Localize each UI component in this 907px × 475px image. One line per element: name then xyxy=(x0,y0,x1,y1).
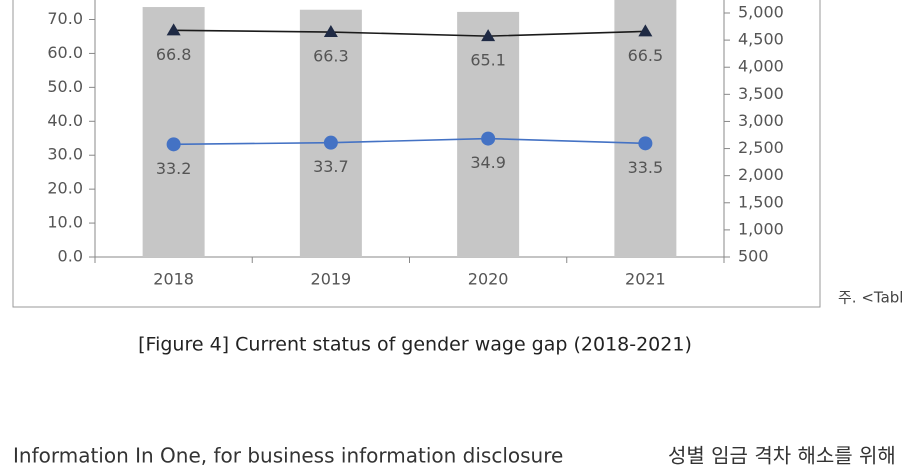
y-tick-label: 0.0 xyxy=(58,247,83,266)
y2-tick-label: 3,000 xyxy=(738,111,784,130)
data-label: 33.7 xyxy=(313,157,349,176)
x-tick-label: 2021 xyxy=(625,270,666,289)
y2-tick-label: 1,500 xyxy=(738,192,784,211)
marker xyxy=(481,29,496,42)
data-label: 33.2 xyxy=(156,159,192,178)
data-label: 33.5 xyxy=(628,158,664,177)
data-label: 66.8 xyxy=(156,45,192,64)
y2-tick-label: 2,500 xyxy=(738,138,784,157)
x-tick-label: 2020 xyxy=(468,270,509,289)
data-label: 34.9 xyxy=(470,153,506,172)
bar xyxy=(142,7,205,258)
data-label: 65.1 xyxy=(470,51,506,70)
y-tick-label: 40.0 xyxy=(47,111,83,130)
marker xyxy=(166,137,181,152)
caption: [Figure 4] Current status of gender wage… xyxy=(138,334,692,356)
line xyxy=(173,29,646,37)
y2-tick-label: 2,000 xyxy=(738,165,784,184)
marker xyxy=(323,25,338,38)
y2-tick-label: 4,500 xyxy=(738,30,784,49)
x-tick-label: 2019 xyxy=(311,270,352,289)
plot: 0.0 10.0 20.0 30.0 40.0 50.0 60.0 70.0 500 1,000 1… xyxy=(47,0,784,289)
y-tick-label: 70.0 xyxy=(47,9,83,28)
chart-frame xyxy=(12,0,821,308)
data-label: 66.5 xyxy=(628,46,664,65)
y2-tick-label: 5,000 xyxy=(738,3,784,22)
y-tick-label: 50.0 xyxy=(47,77,83,96)
y-tick-label: 30.0 xyxy=(47,145,83,164)
body-text: 성별 임금 격차 해소를 위해 xyxy=(668,444,896,468)
y-tick-label: 10.0 xyxy=(47,213,83,232)
y2-tick-label: 1,000 xyxy=(738,219,784,238)
y-tick-label: 60.0 xyxy=(47,43,83,62)
marker xyxy=(481,131,496,146)
body-text: Information In One, for business informa… xyxy=(13,444,563,468)
y2-tick-label: 4,000 xyxy=(738,57,784,76)
marker xyxy=(323,135,338,150)
x-tick-label: 2018 xyxy=(153,270,194,289)
y2-tick-label: 500 xyxy=(738,247,769,266)
marker xyxy=(638,136,653,151)
marker xyxy=(638,24,653,37)
note: 주. <Tabl xyxy=(838,289,903,307)
marker xyxy=(166,23,181,36)
y-tick-label: 20.0 xyxy=(47,179,83,198)
y2-tick-label: 3,500 xyxy=(738,84,784,103)
line xyxy=(173,137,646,146)
bar xyxy=(614,0,677,257)
bar xyxy=(299,9,362,257)
data-label: 66.3 xyxy=(313,47,349,66)
